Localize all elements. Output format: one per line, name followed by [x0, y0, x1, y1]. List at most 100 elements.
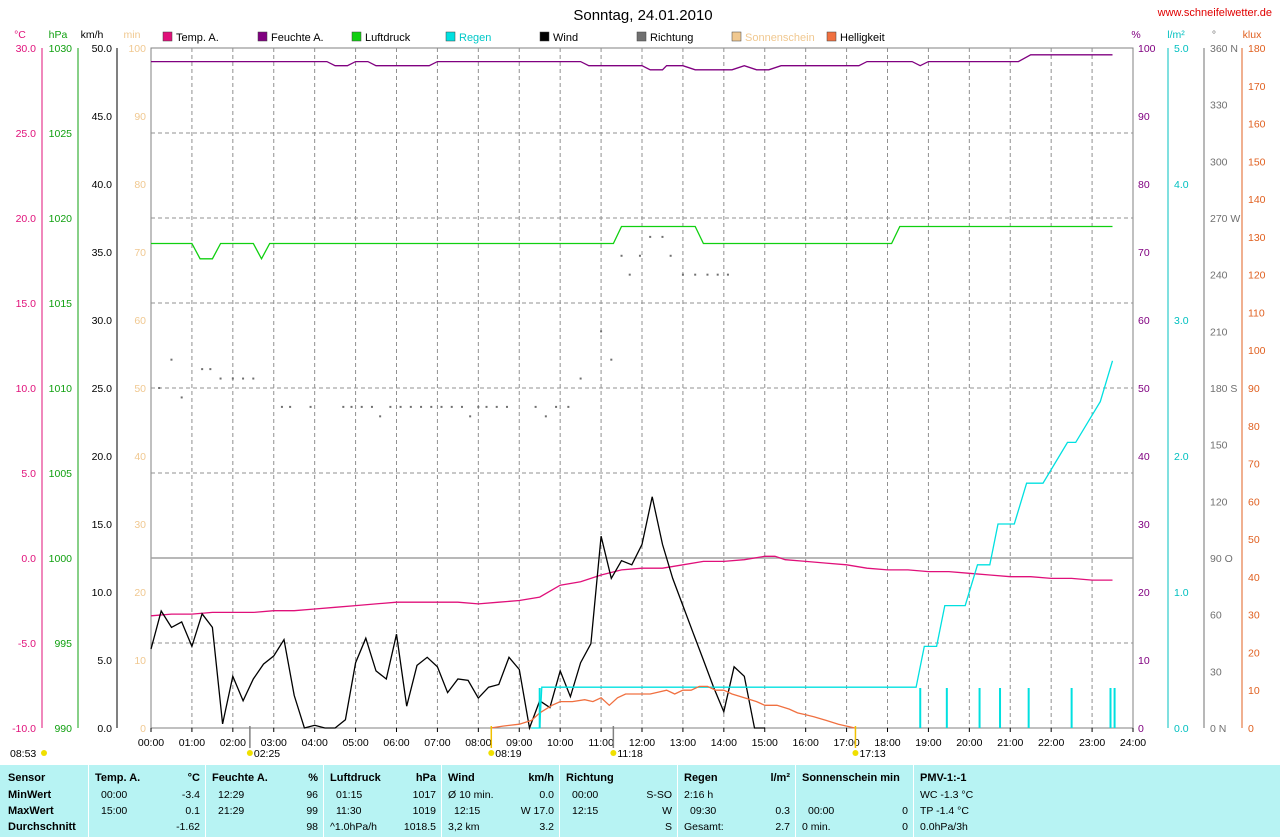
brightness-axis-tick: 20 [1248, 647, 1260, 659]
wind-axis-tick: 35.0 [92, 247, 113, 259]
legend-swatch [731, 31, 742, 42]
direction-dot [726, 273, 729, 276]
wind-axis-tick: 40.0 [92, 179, 113, 191]
direction-dot [469, 415, 472, 418]
stats-humidity-min-time: 12:29 [218, 789, 245, 801]
stats-sunshine-total: 0 [902, 821, 908, 833]
stats-rain-header: Regen [684, 772, 718, 784]
temp-axis-tick: 10.0 [16, 383, 37, 395]
stats-pmv-col: PMV-1:-1 WC -1.3 °C TP -1.4 °C 0.0hPa/3h [913, 765, 1054, 837]
brightness-axis-tick: 150 [1248, 156, 1266, 168]
moonset-label: 02:25 [254, 748, 280, 760]
x-tick-label: 15:00 [752, 737, 778, 749]
stats-sunshine-total-label: 0 min. [802, 821, 831, 833]
brightness-axis-tick: 170 [1248, 81, 1266, 93]
x-tick-label: 07:00 [424, 737, 450, 749]
direction-dot [252, 377, 255, 380]
direction-dot [280, 405, 283, 408]
stats-sunshine-header: Sonnenschein min [802, 772, 900, 784]
humidity-axis-tick: 100 [1138, 43, 1156, 55]
stats-direction-max-time: 12:15 [572, 805, 599, 817]
sunshine-axis-tick: 70 [134, 247, 146, 259]
brightness-axis-tick: 80 [1248, 421, 1260, 433]
x-tick-label: 10:00 [547, 737, 573, 749]
sunshine-axis-tick: 20 [134, 587, 146, 599]
direction-dot [350, 405, 353, 408]
legend-swatch [445, 31, 456, 42]
direction-axis-tick: 90 O [1210, 553, 1233, 565]
wind-axis-tick: 5.0 [97, 655, 112, 667]
direction-dot [170, 358, 173, 361]
x-tick-label: 16:00 [793, 737, 819, 749]
temp-axis-tick: 30.0 [16, 43, 37, 55]
stats-pmv-trend: 0.0hPa/3h [920, 821, 968, 833]
brightness-axis-tick: 160 [1248, 119, 1266, 131]
stats-panel: Sensor MinWert MaxWert Durchschnitt Temp… [0, 765, 1280, 837]
direction-dot [158, 387, 161, 389]
sunrise-label: 08:19 [495, 748, 521, 760]
pressure-axis-tick: 1010 [49, 383, 73, 395]
legend-label: Luftdruck [365, 32, 411, 44]
humidity-axis-tick: 70 [1138, 247, 1150, 259]
stats-direction-min: S-SO [646, 789, 672, 801]
direction-dot [649, 235, 652, 238]
sunset-label: 17:13 [859, 748, 885, 760]
stats-row-max: MaxWert [8, 805, 54, 817]
stats-sensor-col: Sensor MinWert MaxWert Durchschnitt [0, 765, 88, 837]
stats-pmv-dewpoint: TP -1.4 °C [920, 805, 969, 817]
direction-axis-tick: 120 [1210, 496, 1228, 508]
direction-dot [495, 405, 498, 408]
moonrise-label: 11:18 [617, 748, 643, 760]
sunshine-axis-tick: 30 [134, 519, 146, 531]
x-tick-label: 19:00 [915, 737, 941, 749]
stats-rain-max-time: 09:30 [690, 805, 717, 817]
series-temp-a [150, 555, 1113, 617]
rain-axis-tick: 2.0 [1174, 451, 1189, 463]
x-tick-label: 22:00 [1038, 737, 1064, 749]
start-time: 08:53 [10, 748, 36, 760]
direction-axis-tick: 270 W [1210, 213, 1240, 225]
humidity-axis-tick: 20 [1138, 587, 1150, 599]
direction-dot [505, 405, 508, 408]
direction-dot [440, 405, 443, 408]
axes: 30.025.020.015.010.05.00.0-5.0-10.010301… [12, 29, 1266, 749]
direction-dot [201, 368, 204, 371]
direction-dot [628, 273, 631, 276]
direction-dot [600, 330, 603, 333]
stats-sensor-header: Sensor [8, 772, 46, 784]
wind-axis-tick: 15.0 [92, 519, 113, 531]
direction-axis-tick: 300 [1210, 156, 1228, 168]
stats-direction-min-time: 00:00 [572, 789, 599, 801]
stats-pmv-header: PMV-1:-1 [920, 772, 967, 784]
direction-unit: ° [1212, 29, 1216, 41]
stats-humidity-unit: % [308, 772, 318, 784]
wind-unit: km/h [81, 29, 104, 41]
direction-dot [379, 415, 382, 418]
x-tick-label: 02:00 [220, 737, 246, 749]
brightness-axis-tick: 130 [1248, 232, 1266, 244]
brightness-axis-tick: 70 [1248, 459, 1260, 471]
pressure-axis-tick: 1005 [49, 468, 73, 480]
stats-wind-avg10: 0.0 [539, 789, 554, 801]
sunshine-axis-tick: 10 [134, 655, 146, 667]
legend-swatch [636, 31, 647, 42]
legend-label: Regen [459, 32, 491, 44]
site-link[interactable]: www.schneifelwetter.de [1157, 7, 1272, 19]
stats-wind-avg10-label: Ø 10 min. [448, 789, 494, 801]
stats-pressure-col: Luftdruck hPa 01:15 1017 11:30 1019 ^1.0… [323, 765, 442, 837]
series-wind [150, 496, 765, 731]
stats-pressure-max: 1019 [412, 805, 436, 817]
direction-dot [430, 405, 433, 408]
direction-dot [555, 405, 558, 408]
wind-axis-tick: 30.0 [92, 315, 113, 327]
direction-dot [231, 377, 234, 380]
stats-rain-total: 2.7 [775, 821, 790, 833]
humidity-axis-tick: 50 [1138, 383, 1150, 395]
x-tick-label: 12:00 [629, 737, 655, 749]
x-tick-label: 11:00 [588, 737, 614, 749]
direction-dot [620, 254, 623, 257]
brightness-axis-tick: 40 [1248, 572, 1260, 584]
stats-sunshine-max-time: 00:00 [808, 805, 835, 817]
stats-row-min: MinWert [8, 789, 52, 801]
legend: Temp. A. Feuchte A. Luftdruck Regen Wind Rich… [162, 31, 885, 44]
